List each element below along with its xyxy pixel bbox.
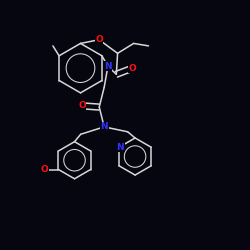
Text: N: N (104, 62, 112, 71)
Text: O: O (95, 35, 103, 44)
Text: O: O (128, 64, 136, 73)
Text: N: N (116, 143, 124, 152)
Text: O: O (78, 101, 86, 110)
Text: N: N (100, 122, 108, 131)
Text: O: O (41, 165, 49, 174)
